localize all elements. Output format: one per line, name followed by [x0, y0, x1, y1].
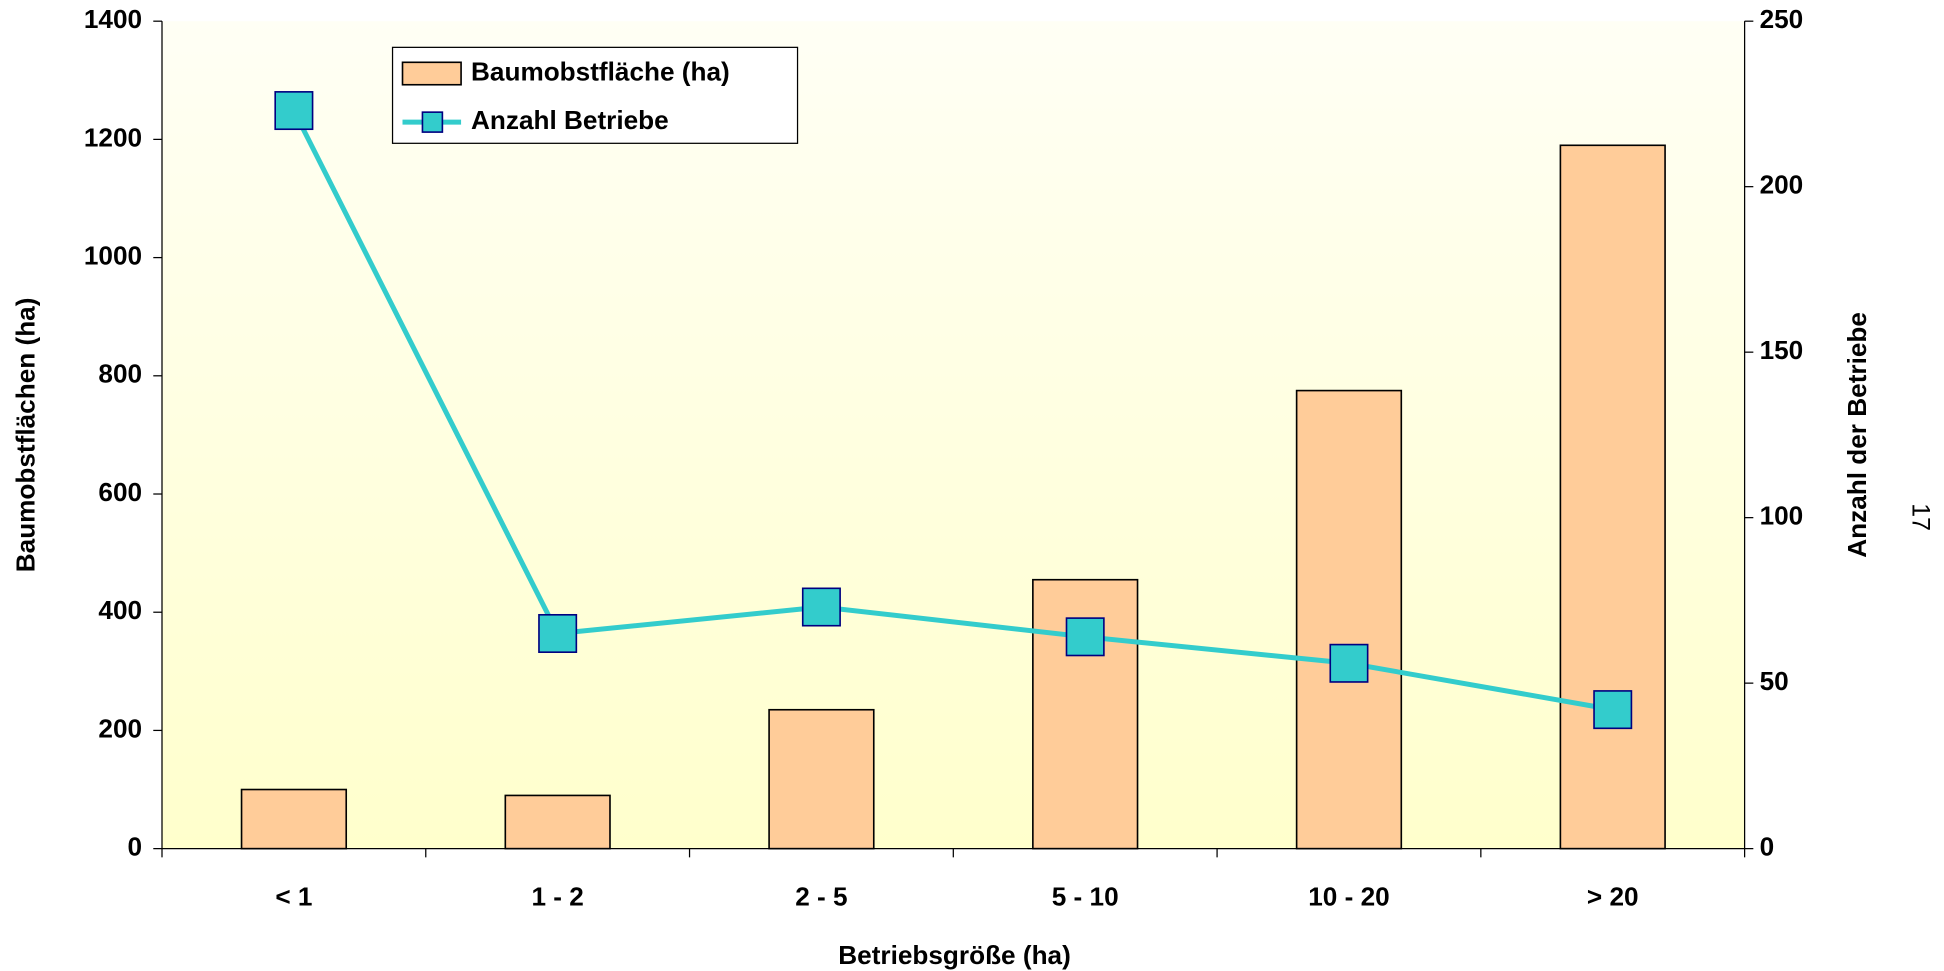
legend-label: Anzahl Betriebe	[471, 105, 669, 135]
legend-swatch	[401, 61, 462, 86]
y-tick-label: 200	[98, 713, 142, 743]
y-tick-label: 0	[128, 832, 143, 862]
marker	[1329, 643, 1369, 683]
x-tick-label: < 1	[275, 881, 312, 911]
y2-tick-label: 250	[1760, 4, 1804, 34]
y-tick-label: 600	[98, 477, 142, 507]
y2-tick-label: 150	[1760, 335, 1804, 365]
x-axis-title: Betriebsgröße (ha)	[838, 940, 1071, 970]
legend-label: Baumobstfläche (ha)	[471, 56, 730, 86]
bar	[240, 788, 348, 850]
y-tick-label: 1200	[84, 122, 142, 152]
x-tick-label: 2 - 5	[795, 881, 847, 911]
x-tick-label: 5 - 10	[1052, 881, 1119, 911]
y2-tick-label: 100	[1760, 501, 1804, 531]
line	[291, 109, 1614, 713]
marker	[274, 91, 314, 131]
x-tick-label: > 20	[1587, 881, 1639, 911]
y2-tick-label: 200	[1760, 170, 1804, 200]
plot-area	[162, 21, 1745, 849]
y-tick-label: 1400	[84, 4, 142, 34]
y2-tick-label: 0	[1760, 832, 1775, 862]
legend-marker	[421, 111, 444, 133]
page-number: 17	[1906, 503, 1934, 531]
bar	[1295, 389, 1403, 850]
x-tick-label: 1 - 2	[531, 881, 583, 911]
marker	[1065, 617, 1105, 657]
bar	[504, 794, 611, 850]
y2-axis-title: Anzahl der Betriebe	[1842, 312, 1872, 558]
y2-tick-label: 50	[1760, 666, 1789, 696]
marker	[538, 613, 578, 653]
marker	[801, 587, 841, 627]
y-tick-label: 1000	[84, 241, 142, 271]
marker	[1593, 690, 1633, 730]
y-axis-title: Baumobstflächen (ha)	[10, 298, 40, 573]
x-tick-label: 10 - 20	[1308, 881, 1389, 911]
bar	[1559, 144, 1666, 850]
y-tick-label: 800	[98, 359, 142, 389]
y-tick-label: 400	[98, 595, 142, 625]
bar	[768, 708, 875, 850]
